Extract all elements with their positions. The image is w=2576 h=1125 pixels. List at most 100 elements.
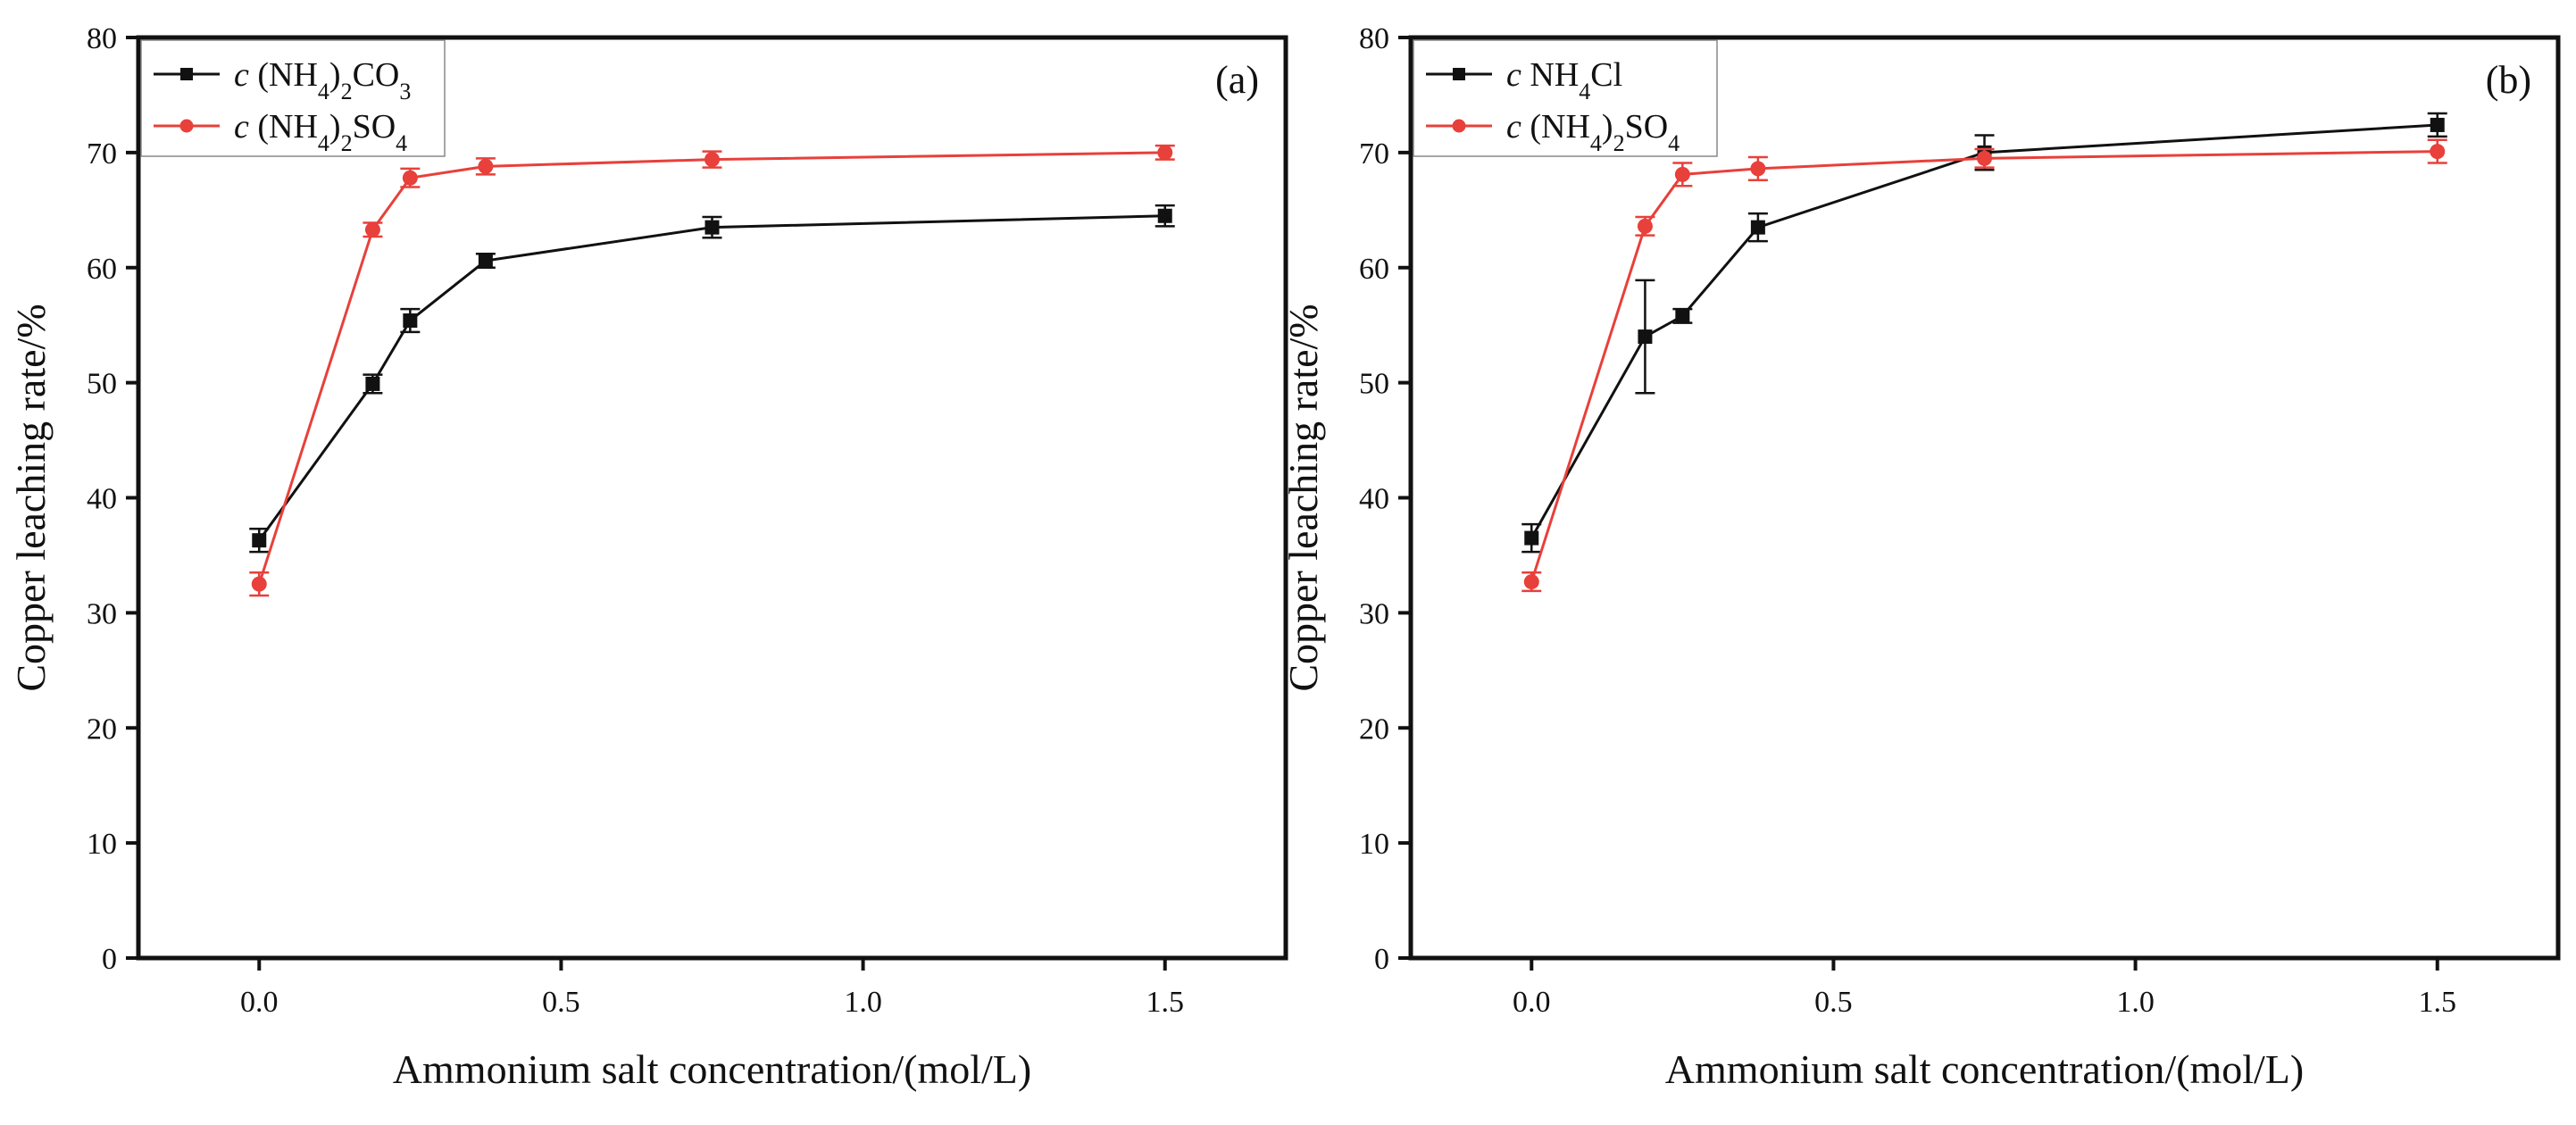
legend-label-part: (NH (1530, 108, 1590, 146)
y-tick-label: 10 (87, 828, 117, 861)
y-tick-label: 60 (1359, 253, 1389, 286)
legend-label-subscript: 4 (318, 79, 329, 104)
y-tick-label: 10 (1359, 828, 1389, 861)
data-point (1674, 166, 1690, 182)
legend-label-subscript: 4 (1668, 130, 1680, 156)
data-point (1750, 220, 1765, 235)
data-point (1638, 329, 1653, 345)
data-point (403, 313, 418, 329)
data-point (1637, 218, 1653, 234)
legend-marker (1452, 119, 1466, 133)
data-point (2430, 117, 2445, 132)
y-tick-label: 30 (1359, 597, 1389, 630)
x-axis-title: Ammonium salt concentration/(mol/L) (1665, 1046, 2304, 1092)
legend-marker (1453, 68, 1465, 80)
chart-panel-2: 0 10 20 30 40 50 60 70 80 0.0 0.5 1.0 1.5 Ammonium sa… (1280, 22, 2561, 1092)
y-tick-label: 40 (1359, 483, 1389, 516)
series-2 (1521, 138, 2447, 593)
data-point (2430, 144, 2446, 160)
legend-label-subscript: 4 (396, 130, 407, 156)
data-point (364, 221, 380, 238)
data-point (402, 170, 418, 186)
y-tick-label: 50 (87, 368, 117, 401)
series-2 (249, 144, 1175, 597)
legend-marker (179, 119, 194, 133)
data-point (365, 376, 380, 391)
plot-frame (1408, 35, 2561, 961)
y-axis-title: Copper leaching rate/% (1280, 304, 1326, 691)
data-point (1750, 161, 1766, 177)
data-point (251, 576, 267, 592)
x-tick-label: 1.5 (1146, 986, 1184, 1019)
legend-label-part: ) (329, 108, 341, 146)
data-point (478, 158, 494, 174)
data-point (252, 533, 267, 548)
data-point (1157, 208, 1172, 223)
legend-label-part: CO (353, 56, 400, 94)
series-line (1530, 150, 2438, 583)
series-line (1530, 123, 2438, 539)
panel-label: (a) (1215, 58, 1259, 102)
legend-box (140, 39, 446, 157)
legend-label-part: (NH (257, 108, 318, 146)
series-1 (249, 204, 1175, 554)
y-tick-label: 80 (87, 22, 117, 55)
legend-label-subscript: 2 (1613, 130, 1625, 156)
legend-label-subscript: 2 (341, 79, 353, 104)
panel-label: (b) (2486, 58, 2531, 102)
y-tick-label: 70 (1359, 138, 1389, 171)
legend-label-part: SO (353, 108, 396, 146)
legend-label-subscript: 4 (1590, 130, 1602, 156)
y-tick-label: 80 (1359, 22, 1389, 55)
y-tick-label: 60 (87, 253, 117, 286)
data-point (1977, 150, 1992, 166)
y-tick-label: 0 (1374, 943, 1389, 976)
chart-panel-1: 0 10 20 30 40 50 60 70 80 0.0 0.5 1.0 1.5 Ammonium sa… (8, 22, 1288, 1092)
x-tick-label: 0.5 (542, 986, 580, 1019)
series-1 (1521, 112, 2447, 554)
series-line (258, 214, 1165, 542)
legend-label-part: ) (329, 56, 341, 94)
data-point (704, 152, 720, 168)
x-tick-label: 0.5 (1814, 986, 1853, 1019)
x-axis-title: Ammonium salt concentration/(mol/L) (393, 1046, 1031, 1092)
y-axis-title: Copper leaching rate/% (8, 304, 54, 691)
y-tick-label: 0 (102, 943, 117, 976)
x-tick-label: 1.5 (2418, 986, 2456, 1019)
legend-label-subscript: 4 (1579, 79, 1590, 104)
x-tick-label: 1.0 (2116, 986, 2155, 1019)
legend-label-part: (NH (257, 56, 318, 94)
x-tick-label: 1.0 (844, 986, 882, 1019)
legend-marker (180, 68, 193, 80)
legend-label-subscript: 2 (341, 130, 353, 156)
legend-label-prefix: c (1506, 108, 1530, 146)
data-point (1523, 574, 1539, 590)
y-tick-label: 20 (1359, 712, 1389, 746)
data-point (704, 220, 720, 235)
series-line (257, 151, 1165, 585)
legend-label-subscript: 3 (399, 79, 411, 104)
plot-frame (136, 35, 1288, 961)
legend-label-prefix: c (234, 56, 257, 94)
legend-label-prefix: c (1506, 56, 1530, 94)
legend-label: c (NH4)2SO4 (1506, 108, 1680, 156)
data-point (1524, 530, 1539, 546)
data-point (478, 254, 493, 269)
x-tick-label: 0.0 (240, 986, 279, 1019)
legend-label-part: SO (1625, 108, 1669, 146)
legend-label: c (NH4)2CO3 (234, 56, 411, 104)
legend-label-part: Cl (1590, 56, 1622, 94)
y-tick-label: 30 (87, 597, 117, 630)
legend-label-subscript: 4 (318, 130, 329, 156)
y-tick-label: 50 (1359, 368, 1389, 401)
data-point (1675, 308, 1690, 323)
data-point (1157, 145, 1173, 161)
legend-label: c (NH4)2SO4 (234, 108, 407, 156)
legend-box (1413, 39, 1718, 157)
y-tick-label: 40 (87, 483, 117, 516)
y-tick-label: 70 (87, 138, 117, 171)
